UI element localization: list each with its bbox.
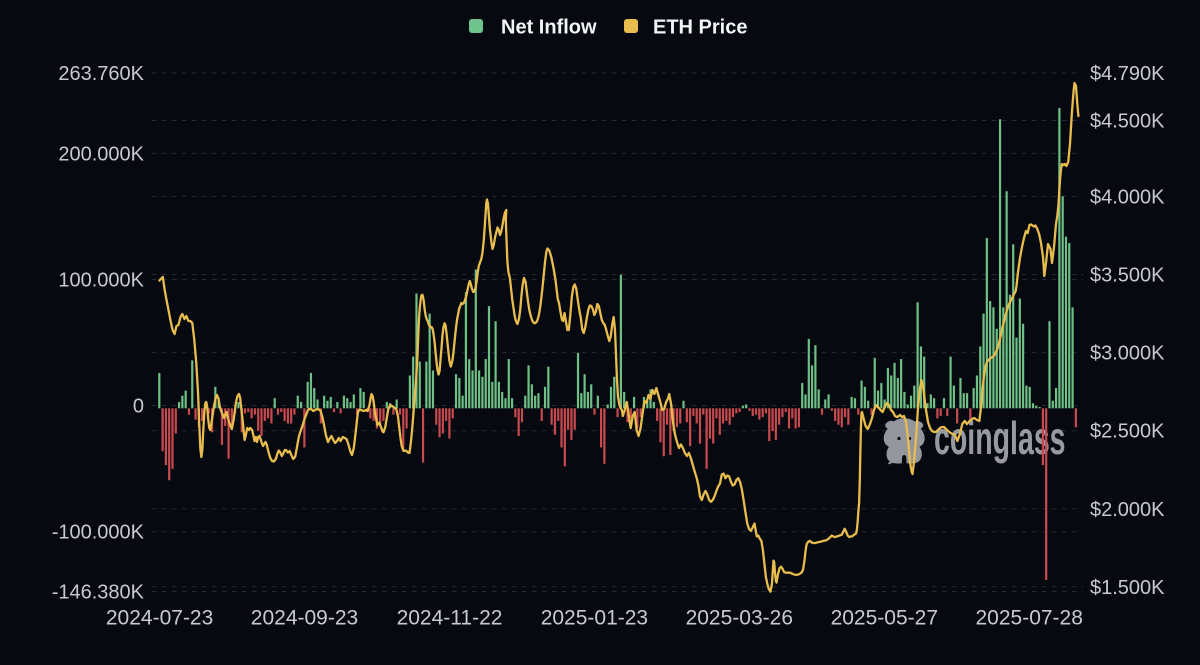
svg-text:$2.500K: $2.500K [1090,421,1165,443]
svg-text:100.000K: 100.000K [58,270,144,292]
svg-text:0: 0 [133,396,144,418]
svg-text:ETH Price: ETH Price [653,17,747,39]
svg-text:$4.000K: $4.000K [1090,186,1165,208]
svg-text:$1.500K: $1.500K [1090,577,1165,599]
svg-text:$2.000K: $2.000K [1090,499,1165,521]
svg-text:$4.790K: $4.790K [1090,63,1165,85]
svg-text:263.760K: 263.760K [58,63,144,85]
svg-text:2025-07-28: 2025-07-28 [975,607,1082,630]
svg-text:2025-03-26: 2025-03-26 [686,607,793,630]
svg-text:2024-09-23: 2024-09-23 [251,607,358,630]
svg-text:2025-05-27: 2025-05-27 [831,607,938,630]
svg-text:2024-07-23: 2024-07-23 [106,607,213,630]
svg-text:Net Inflow: Net Inflow [501,17,597,39]
svg-text:200.000K: 200.000K [58,143,144,165]
svg-text:-146.380K: -146.380K [52,582,145,604]
svg-text:2025-01-23: 2025-01-23 [541,607,648,630]
svg-text:2024-11-22: 2024-11-22 [397,607,503,630]
svg-text:$3.000K: $3.000K [1090,343,1165,365]
svg-text:-100.000K: -100.000K [52,522,145,544]
svg-text:$3.500K: $3.500K [1090,265,1165,287]
svg-text:$4.500K: $4.500K [1090,111,1165,133]
